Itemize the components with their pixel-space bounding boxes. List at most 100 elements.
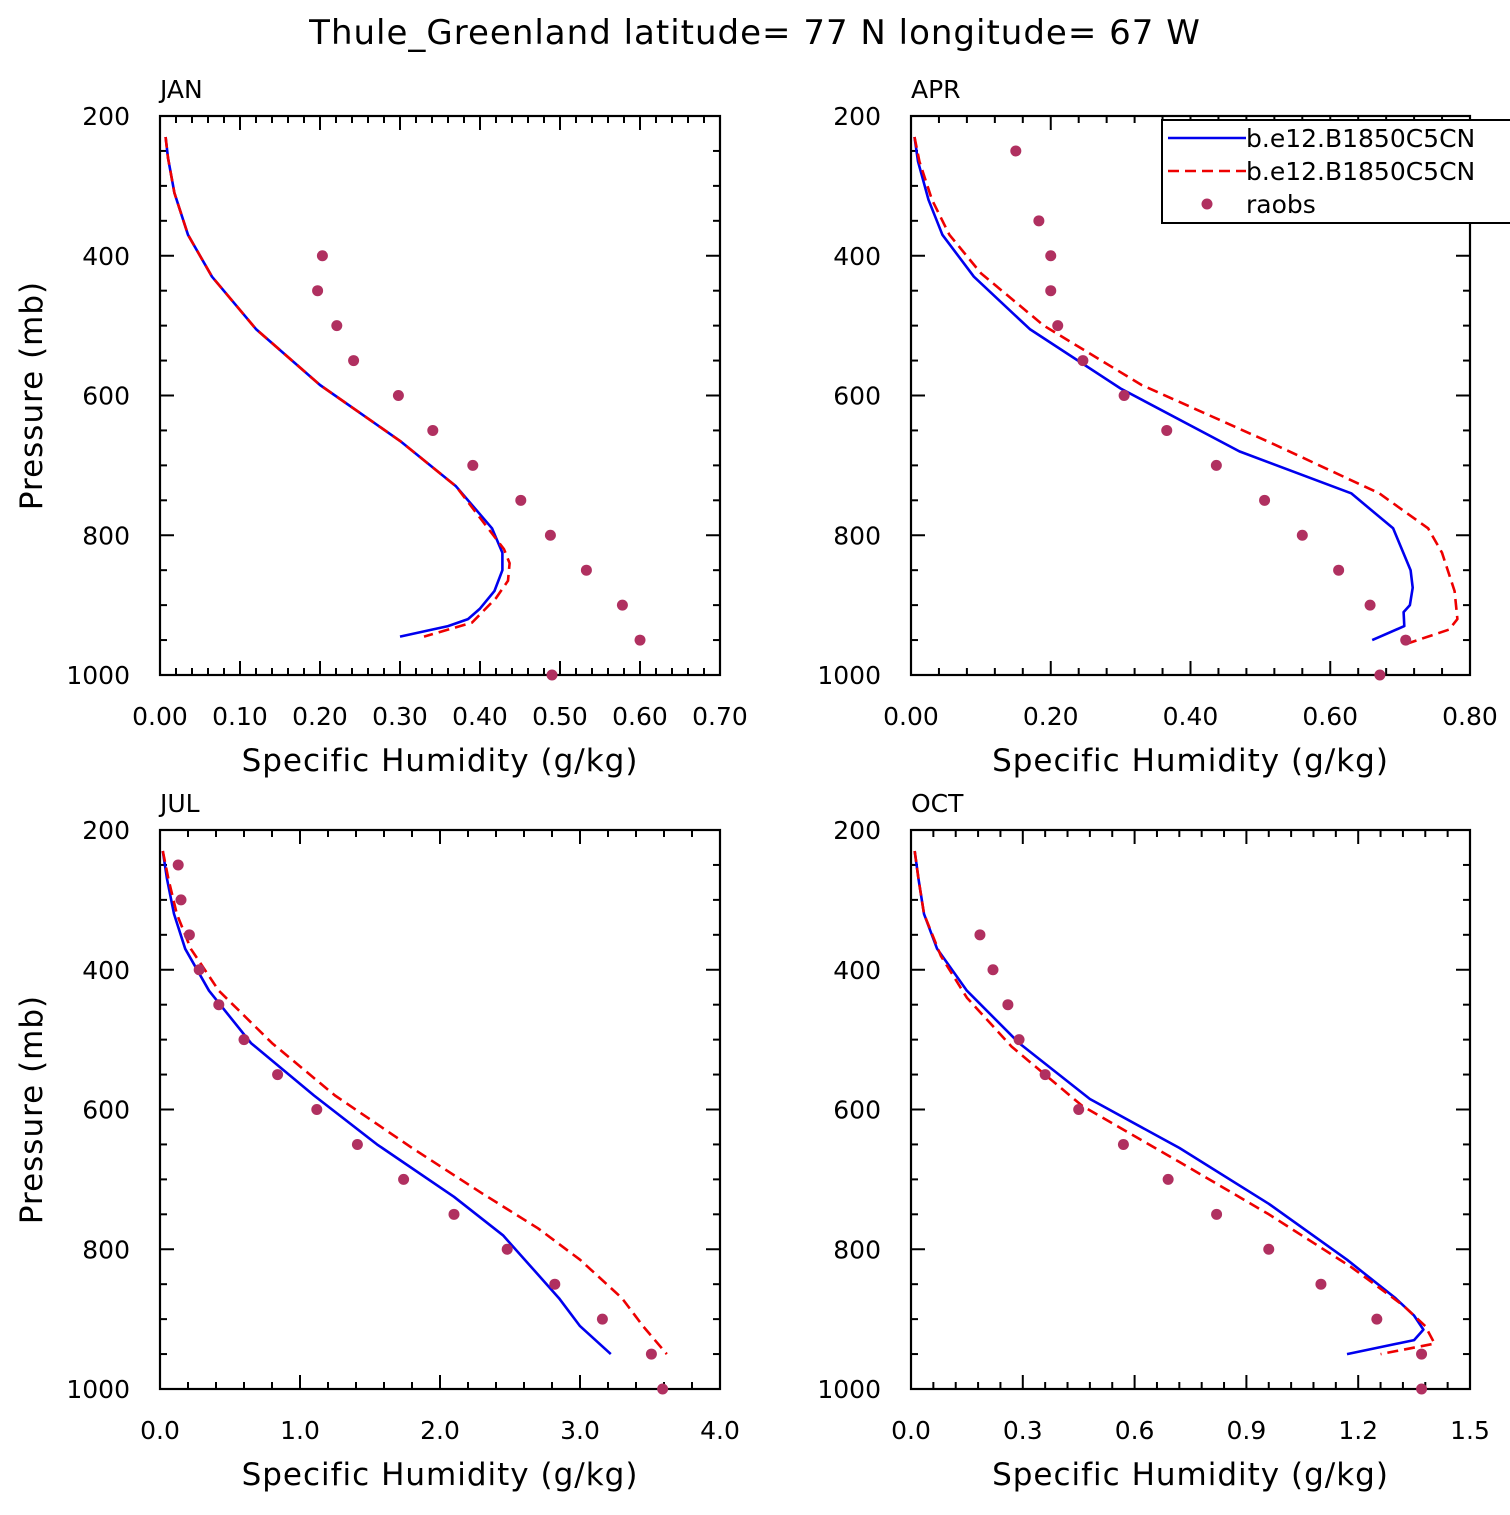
raobs-point xyxy=(311,1104,323,1115)
series-line-dashed xyxy=(161,850,668,1355)
x-axis-label: Specific Humidity (g/kg) xyxy=(242,743,639,779)
raobs-point xyxy=(616,599,628,611)
raobs-point xyxy=(1117,1138,1129,1150)
y-tick-label: 600 xyxy=(833,382,881,411)
x-tick-label: 0.20 xyxy=(292,702,348,731)
raobs-point xyxy=(634,634,646,646)
x-tick-label: 0.40 xyxy=(452,702,508,731)
panel-title: APR xyxy=(911,75,961,104)
y-tick-label: 800 xyxy=(82,521,130,550)
y-tick-label: 200 xyxy=(82,102,130,131)
raobs-point xyxy=(1161,424,1173,436)
panel-jul: JUL 200 400 600 800 1000 0.0 1.0 2.0 3.0 4.0 Specif… xyxy=(14,789,740,1493)
x-tick-label: 0.40 xyxy=(1163,702,1219,731)
data-layer xyxy=(913,850,1436,1356)
y-tick-label: 1000 xyxy=(66,661,130,690)
raobs-point xyxy=(1210,459,1222,471)
y-tick-label: 800 xyxy=(833,1235,881,1264)
legend-label: b.e12.B1850C5CN xyxy=(1246,157,1475,186)
raobs-point xyxy=(448,1208,460,1220)
raobs-point xyxy=(272,1069,284,1081)
y-tick-label: 400 xyxy=(833,242,881,271)
x-tick-label: 0.0 xyxy=(891,1416,931,1445)
raobs-point xyxy=(183,929,195,941)
x-tick-label: 2.0 xyxy=(420,1416,460,1445)
y-axis-label: Pressure (mb) xyxy=(14,281,50,510)
x-tick-label: 0.9 xyxy=(1227,1416,1267,1445)
x-axis-label: Specific Humidity (g/kg) xyxy=(992,1457,1389,1493)
raobs-point xyxy=(1118,390,1130,401)
raobs-point xyxy=(238,1034,250,1046)
raobs-point xyxy=(193,964,205,976)
raobs-point xyxy=(348,355,360,367)
raobs-point xyxy=(1077,355,1089,367)
raobs-point xyxy=(316,250,328,262)
x-axis-label: Specific Humidity (g/kg) xyxy=(242,1457,639,1493)
raobs-point xyxy=(580,564,592,576)
x-tick-label: 0.00 xyxy=(132,702,188,731)
raobs-point xyxy=(1333,564,1345,576)
raobs-point xyxy=(1033,215,1045,227)
plot-frame xyxy=(158,828,722,1391)
figure-title: Thule_Greenland latitude= 77 N longitude… xyxy=(308,13,1201,53)
raobs-point xyxy=(544,529,556,541)
panel-title: JUL xyxy=(158,789,200,818)
raobs-point xyxy=(175,894,187,906)
panel-oct: OCT 200 400 600 800 1000 0.0 0.3 0.6 0.9 1.2 1.5 Spe… xyxy=(817,789,1490,1493)
x-tick-label: 0.20 xyxy=(1023,702,1079,731)
y-tick-label: 600 xyxy=(82,382,130,411)
raobs-point xyxy=(1039,1069,1051,1081)
x-axis-label: Specific Humidity (g/kg) xyxy=(992,743,1389,779)
raobs-point xyxy=(213,999,225,1011)
y-tick-label: 200 xyxy=(833,816,881,845)
x-tick-label: 0.0 xyxy=(140,1416,180,1445)
raobs-point xyxy=(1371,1313,1383,1325)
x-tick-label: 0.10 xyxy=(212,702,268,731)
x-tick-label: 0.30 xyxy=(372,702,428,731)
raobs-point xyxy=(657,1383,669,1395)
raobs-point xyxy=(1002,999,1014,1011)
raobs-point xyxy=(1400,634,1412,646)
y-tick-label: 200 xyxy=(833,102,881,131)
y-tick-label: 200 xyxy=(82,816,130,845)
raobs-point xyxy=(331,320,343,332)
raobs-point xyxy=(1162,1173,1174,1185)
raobs-point xyxy=(1052,320,1064,332)
y-tick-label: 600 xyxy=(82,1096,130,1125)
panel-title: JAN xyxy=(158,75,203,104)
raobs-point xyxy=(1296,529,1308,541)
panel-title: OCT xyxy=(911,789,964,818)
raobs-point xyxy=(1211,1208,1223,1220)
raobs-point xyxy=(351,1138,363,1150)
raobs-point xyxy=(427,424,439,436)
y-tick-label: 1000 xyxy=(817,661,881,690)
raobs-point xyxy=(549,1278,561,1290)
x-tick-label: 0.00 xyxy=(883,702,939,731)
x-tick-label: 1.0 xyxy=(280,1416,320,1445)
data-layer xyxy=(161,850,668,1356)
raobs-point xyxy=(1374,669,1386,681)
raobs-point xyxy=(1010,145,1022,157)
raobs-point xyxy=(398,1173,410,1185)
x-tick-label: 0.80 xyxy=(1442,702,1498,731)
legend-marker xyxy=(1201,198,1213,210)
plot-frame xyxy=(909,828,1472,1391)
raobs-point xyxy=(1315,1278,1327,1290)
data-layer xyxy=(164,136,511,638)
raobs-point xyxy=(645,1348,657,1360)
raobs-point xyxy=(987,964,999,976)
raobs-point xyxy=(546,669,558,681)
raobs-point xyxy=(1013,1034,1025,1046)
raobs-point xyxy=(392,390,404,401)
raobs-point xyxy=(515,494,527,506)
series-line-dashed xyxy=(913,850,1436,1356)
x-tick-label: 0.50 xyxy=(532,702,588,731)
series-line-solid xyxy=(161,850,612,1356)
raobs-point xyxy=(1073,1104,1085,1115)
y-tick-label: 1000 xyxy=(817,1375,881,1404)
y-tick-label: 400 xyxy=(82,956,130,985)
raobs-point xyxy=(1416,1348,1428,1360)
x-tick-label: 0.3 xyxy=(1003,1416,1043,1445)
